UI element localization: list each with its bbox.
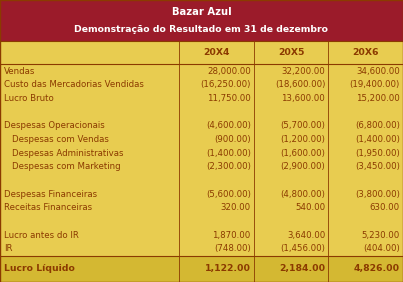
Bar: [0, 41, 403, 64]
Text: 28,000.00: 28,000.00: [207, 67, 251, 76]
Text: Despesas Administrativas: Despesas Administrativas: [12, 149, 124, 158]
Text: (18,600.00): (18,600.00): [275, 80, 325, 89]
Text: (1,600.00): (1,600.00): [280, 149, 325, 158]
Text: (5,700.00): (5,700.00): [280, 121, 325, 130]
Text: (1,200.00): (1,200.00): [280, 135, 325, 144]
Text: (1,950.00): (1,950.00): [355, 149, 400, 158]
Text: IR: IR: [4, 244, 12, 254]
Text: Despesas Operacionais: Despesas Operacionais: [4, 121, 105, 130]
Bar: [0, 0, 403, 41]
Text: 4,826.00: 4,826.00: [354, 265, 400, 273]
Text: Vendas: Vendas: [4, 67, 35, 76]
Text: Lucro Líquido: Lucro Líquido: [4, 265, 75, 273]
Text: (4,600.00): (4,600.00): [206, 121, 251, 130]
Text: 1,122.00: 1,122.00: [205, 265, 251, 273]
Text: (16,250.00): (16,250.00): [200, 80, 251, 89]
Text: (1,400.00): (1,400.00): [206, 149, 251, 158]
Text: (19,400.00): (19,400.00): [349, 80, 400, 89]
Text: 5,230.00: 5,230.00: [361, 231, 400, 240]
Text: (3,800.00): (3,800.00): [355, 190, 400, 199]
Text: (404.00): (404.00): [363, 244, 400, 254]
Text: 20X5: 20X5: [278, 48, 304, 57]
Text: 20X6: 20X6: [353, 48, 379, 57]
Text: (3,450.00): (3,450.00): [355, 162, 400, 171]
Text: 15,200.00: 15,200.00: [356, 94, 400, 103]
Text: 11,750.00: 11,750.00: [207, 94, 251, 103]
Text: 2,184.00: 2,184.00: [279, 265, 325, 273]
Text: (5,600.00): (5,600.00): [206, 190, 251, 199]
Text: 34,600.00: 34,600.00: [356, 67, 400, 76]
Text: 540.00: 540.00: [295, 203, 325, 212]
Text: (2,900.00): (2,900.00): [280, 162, 325, 171]
Text: Demonstração do Resultado em 31 de dezembro: Demonstração do Resultado em 31 de dezem…: [75, 25, 328, 34]
Text: (1,400.00): (1,400.00): [355, 135, 400, 144]
Text: 13,600.00: 13,600.00: [281, 94, 325, 103]
Text: Bazar Azul: Bazar Azul: [172, 7, 231, 17]
Text: Despesas Financeiras: Despesas Financeiras: [4, 190, 97, 199]
Text: (2,300.00): (2,300.00): [206, 162, 251, 171]
Bar: [0, 256, 403, 282]
Text: Custo das Mercadorias Vendidas: Custo das Mercadorias Vendidas: [4, 80, 144, 89]
Text: 32,200.00: 32,200.00: [281, 67, 325, 76]
Text: Despesas com Vendas: Despesas com Vendas: [12, 135, 109, 144]
Text: 630.00: 630.00: [370, 203, 400, 212]
Text: Receitas Financeiras: Receitas Financeiras: [4, 203, 92, 212]
Text: (748.00): (748.00): [214, 244, 251, 254]
Text: (4,800.00): (4,800.00): [280, 190, 325, 199]
Text: 1,870.00: 1,870.00: [212, 231, 251, 240]
Text: (900.00): (900.00): [214, 135, 251, 144]
Text: Lucro antes do IR: Lucro antes do IR: [4, 231, 79, 240]
Text: (1,456.00): (1,456.00): [280, 244, 325, 254]
Text: Lucro Bruto: Lucro Bruto: [4, 94, 54, 103]
Text: 320.00: 320.00: [220, 203, 251, 212]
Text: 20X4: 20X4: [204, 48, 230, 57]
Text: (6,800.00): (6,800.00): [355, 121, 400, 130]
Text: Despesas com Marketing: Despesas com Marketing: [12, 162, 121, 171]
Text: 3,640.00: 3,640.00: [287, 231, 325, 240]
